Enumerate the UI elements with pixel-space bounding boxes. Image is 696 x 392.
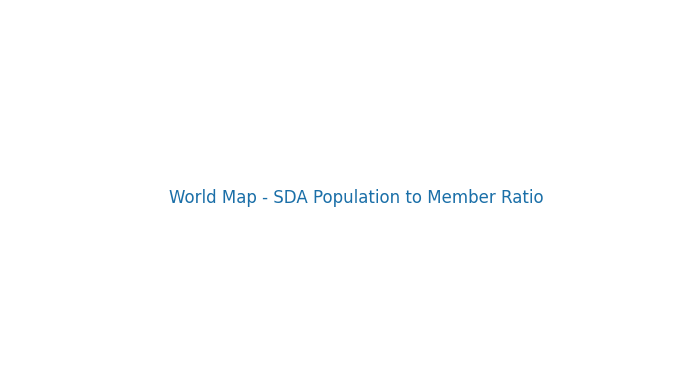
Text: World Map - SDA Population to Member Ratio: World Map - SDA Population to Member Rat… [169,189,544,207]
